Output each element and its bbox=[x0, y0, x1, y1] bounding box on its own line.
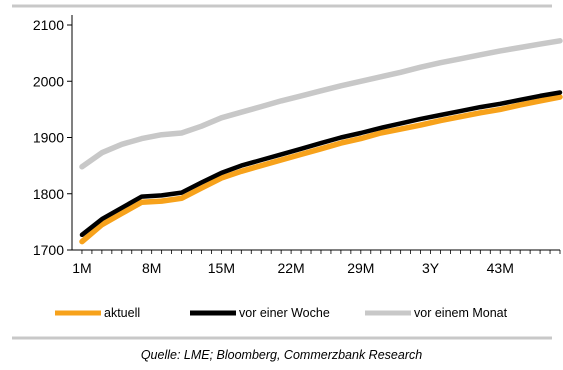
legend-label-1: aktuell bbox=[104, 306, 140, 320]
source-note: Quelle: LME; Bloomberg, Commerzbank Rese… bbox=[140, 348, 423, 362]
y-tick-label: 2100 bbox=[33, 17, 64, 33]
plot-area: 1700 1800 1900 2000 2100 1M 8M 15M 22M 29M 3Y 43M bbox=[33, 15, 563, 276]
x-tick-label: 22M bbox=[277, 260, 304, 276]
x-tick-label: 43M bbox=[487, 260, 514, 276]
x-tick-label: 8M bbox=[142, 260, 161, 276]
x-tick-label: 3Y bbox=[422, 260, 440, 276]
legend-label-3: vor einem Monat bbox=[414, 306, 508, 320]
y-tick-label: 1800 bbox=[33, 186, 64, 202]
x-tick-label: 15M bbox=[208, 260, 235, 276]
x-tick-label: 29M bbox=[347, 260, 374, 276]
y-tick-label: 1700 bbox=[33, 242, 64, 258]
legend: aktuell vor einer Woche vor einem Monat bbox=[55, 306, 508, 320]
y-tick-label: 1900 bbox=[33, 130, 64, 146]
legend-label-2: vor einer Woche bbox=[239, 306, 330, 320]
series-line-2 bbox=[79, 90, 563, 238]
series-line-1 bbox=[79, 94, 563, 245]
x-tick-label: 1M bbox=[72, 260, 91, 276]
series-line-3 bbox=[79, 38, 563, 170]
y-tick-label: 2000 bbox=[33, 73, 64, 89]
